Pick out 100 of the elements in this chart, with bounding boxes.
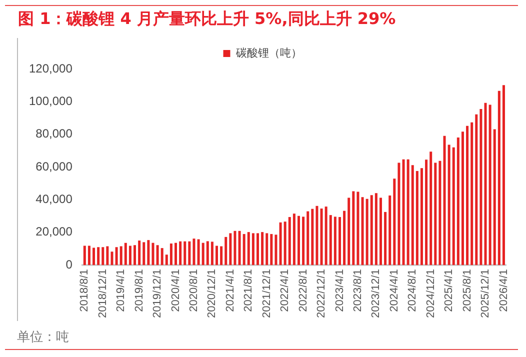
bar [306, 211, 310, 266]
bar [302, 216, 305, 266]
y-tick-label: 80,000 [36, 126, 73, 141]
bar [480, 109, 482, 266]
bar [398, 162, 400, 266]
bar [238, 230, 241, 266]
bar [379, 198, 382, 266]
bar [416, 170, 418, 266]
bar [83, 246, 86, 266]
x-tick-label: 2025/4/1 [443, 269, 456, 312]
bar [284, 222, 286, 266]
legend-label: 碳酸锂（吨） [234, 46, 302, 60]
bar [343, 210, 346, 266]
bar [334, 216, 336, 266]
bar [152, 242, 154, 266]
x-tick-label: 2019/12/1 [152, 269, 164, 318]
bar [110, 252, 114, 266]
bar [420, 168, 423, 266]
bar [279, 222, 282, 266]
bar [88, 246, 90, 266]
bar [261, 232, 264, 266]
bar [311, 208, 314, 266]
bar [188, 241, 191, 266]
bar [216, 246, 218, 266]
bar [179, 241, 182, 266]
bar [434, 162, 437, 266]
bar [329, 215, 332, 266]
bar [288, 217, 291, 266]
bar [374, 193, 378, 266]
bar [142, 242, 146, 266]
x-tick-label: 2022/4/1 [279, 269, 292, 312]
bar [484, 102, 487, 266]
bar [493, 129, 496, 266]
bar [156, 245, 159, 266]
bar [393, 178, 396, 266]
x-tick-label: 2022/12/1 [316, 269, 328, 318]
text: 单位：吨 [17, 329, 69, 346]
bar [461, 132, 464, 266]
x-tick-label: 2021/8/1 [242, 269, 255, 312]
y-tick-label: 100,000 [28, 94, 73, 108]
bar [384, 212, 387, 266]
bar [316, 206, 318, 266]
bar [438, 160, 442, 266]
bar [352, 191, 355, 266]
x-tick-label: 2021/12/1 [260, 269, 273, 318]
bar [475, 114, 478, 266]
x-tick-label: 2023/4/1 [334, 269, 346, 312]
bar [443, 136, 446, 266]
x-tick-label: 2023/12/1 [370, 269, 382, 318]
bar [160, 248, 164, 266]
bar [456, 137, 460, 266]
bar [220, 246, 223, 266]
bar [147, 240, 150, 266]
y-tick-label: 120,000 [28, 61, 73, 76]
bar [120, 246, 122, 266]
y-tick-label: 0 [66, 257, 73, 272]
chart-title: 图 1：碳酸锂 4 月产量环比上升 5%,同比上升 29% [18, 9, 396, 30]
x-tick-label: 2021/4/1 [224, 269, 236, 312]
bar [448, 144, 450, 266]
x-tick-label: 2022/8/1 [297, 269, 310, 312]
bar [292, 214, 296, 266]
bar [134, 245, 136, 266]
x-tick-label: 2020/4/1 [170, 269, 182, 312]
bar [406, 159, 410, 266]
x-tick-label: 2025/8/1 [461, 269, 474, 312]
bar [411, 165, 414, 266]
bar [197, 239, 200, 266]
bar [92, 248, 96, 266]
bar [388, 195, 392, 266]
bar [502, 85, 505, 266]
bar [206, 241, 209, 266]
bar [425, 160, 428, 266]
x-tick-label: 2024/8/1 [406, 269, 419, 312]
bar [247, 232, 250, 266]
bar [256, 233, 259, 266]
bar [402, 159, 405, 266]
bar [97, 247, 100, 266]
bar [124, 242, 127, 266]
bar [229, 233, 232, 266]
x-tick-label: 2024/4/1 [388, 269, 400, 312]
x-tick-label: 2024/12/1 [424, 269, 437, 318]
bar [106, 246, 109, 266]
x-tick-label: 2026/4/1 [498, 269, 510, 312]
x-tick-label: 2018/12/1 [96, 269, 109, 318]
y-tick-label: 20,000 [36, 224, 73, 239]
bar [488, 104, 492, 266]
bar [102, 247, 104, 266]
x-tick-label: 2020/12/1 [206, 269, 218, 318]
bar [297, 216, 300, 266]
bar [274, 234, 278, 266]
x-tick-label: 2023/8/1 [352, 269, 364, 312]
bar [138, 240, 141, 266]
y-tick-label: 40,000 [36, 192, 73, 206]
bar [266, 233, 268, 266]
bar [348, 198, 350, 266]
bar [470, 122, 474, 266]
bar [338, 217, 341, 266]
bar [370, 195, 373, 266]
x-tick-label: 2025/12/1 [480, 269, 492, 318]
bar [170, 243, 172, 266]
